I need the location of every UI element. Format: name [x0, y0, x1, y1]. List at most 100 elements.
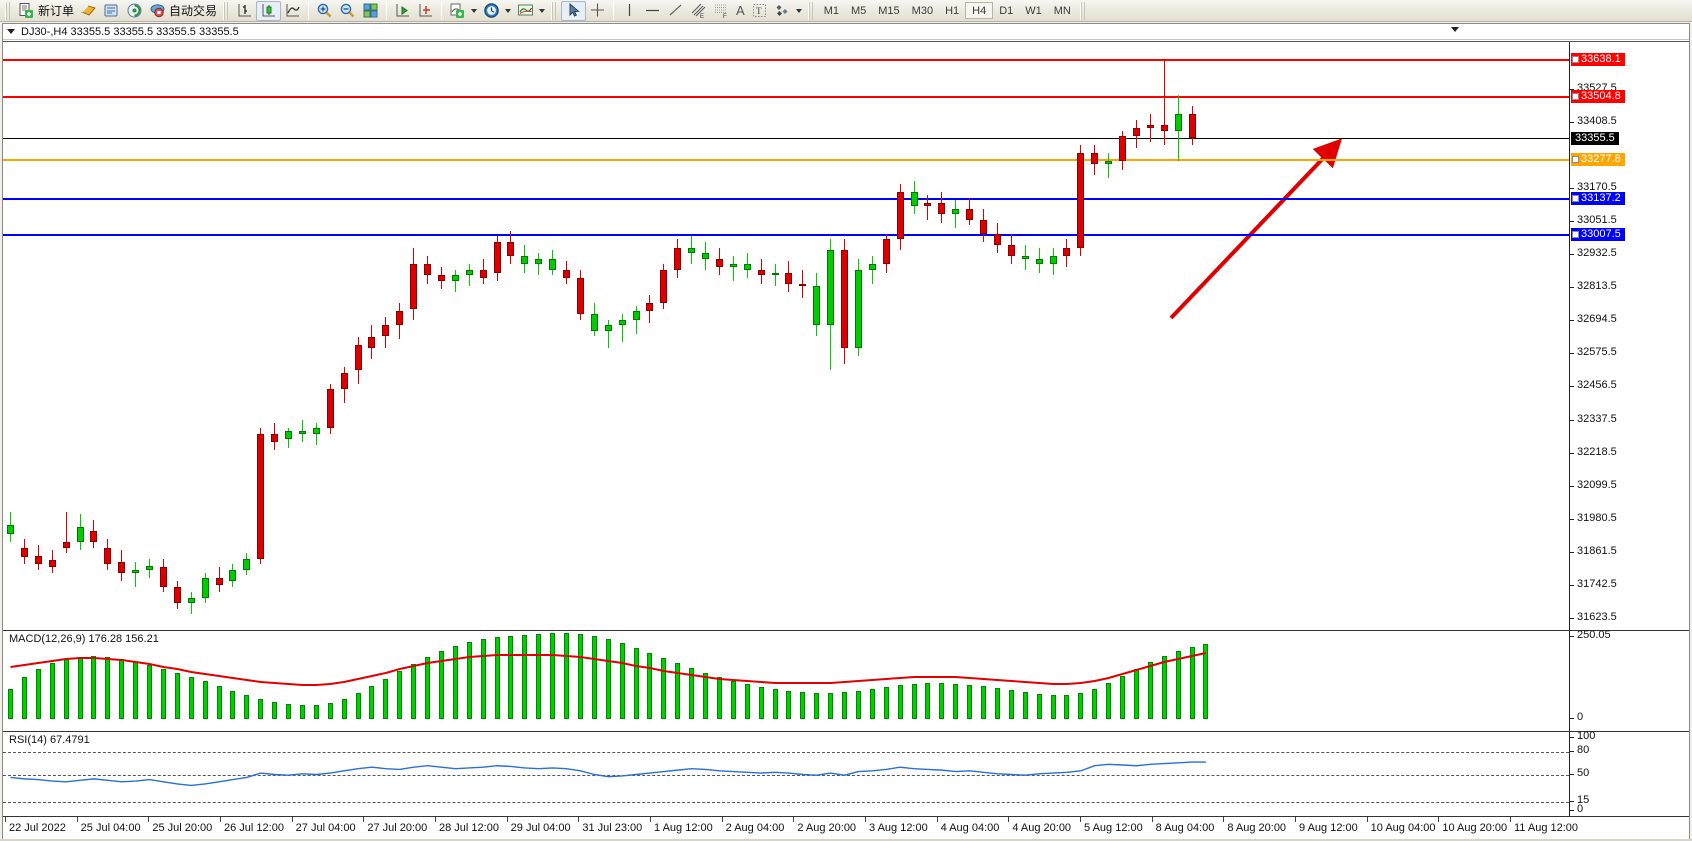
trendline-button[interactable] — [664, 1, 687, 21]
support-level-2[interactable] — [3, 234, 1569, 237]
candle-wick — [135, 561, 137, 587]
toolbar-grip[interactable] — [5, 1, 12, 20]
timeframe-m5[interactable]: M5 — [850, 4, 867, 17]
timeframe-m15[interactable]: M15 — [878, 4, 900, 17]
level-value: 33638.1 — [1581, 53, 1621, 66]
toolbar-grip-2[interactable] — [223, 1, 231, 20]
timeframe-h1[interactable]: H1 — [945, 4, 960, 17]
timeframe-d1[interactable]: D1 — [999, 4, 1014, 17]
indicators-chevron-down-icon[interactable] — [471, 8, 478, 13]
macd-pane[interactable]: MACD(12,26,9) 176.28 156.21 250.05 0 — [3, 629, 1689, 731]
tile-windows-icon — [362, 2, 379, 19]
equidistant-channel-button[interactable]: E — [687, 1, 710, 21]
timeframe-w1[interactable]: W1 — [1025, 4, 1042, 17]
auto-scroll-button[interactable] — [391, 1, 414, 21]
resistance-level-3-tag[interactable]: 33504.8 — [1571, 90, 1625, 104]
candlestick-chart-button[interactable] — [256, 0, 282, 21]
horizontal-line-button[interactable] — [641, 1, 664, 21]
equidistant-channel-icon: E — [690, 2, 707, 20]
timeframe-mn[interactable]: MN — [1053, 4, 1071, 17]
templates-button[interactable] — [514, 1, 548, 21]
zoom-in-button[interactable] — [313, 1, 336, 21]
candle-wick — [1163, 58, 1165, 145]
resistance-level-1-tag[interactable]: 33638.1 — [1571, 53, 1625, 67]
time-tick — [721, 817, 723, 822]
candle-body — [966, 208, 974, 220]
tile-windows-button[interactable] — [359, 1, 382, 21]
cursor-button[interactable] — [561, 0, 587, 21]
new-order-button[interactable]: 新订单 — [15, 1, 77, 21]
macd-histogram-bar — [355, 693, 361, 719]
shapes-button[interactable] — [771, 1, 805, 21]
candle-body — [618, 319, 626, 326]
candle-body — [298, 430, 306, 434]
rsi-axis[interactable]: 100 80 50 15 0 — [1569, 730, 1689, 816]
level-handle[interactable] — [1572, 93, 1579, 101]
zoom-in-icon — [316, 2, 333, 19]
templates-chevron-down-icon[interactable] — [539, 8, 546, 13]
price-axis[interactable]: 33408.5 33170.5 33051.5 32932.5 32813.5 32694… — [1569, 42, 1689, 630]
level-handle[interactable] — [1572, 195, 1579, 203]
expert-advisors-button[interactable] — [77, 1, 100, 21]
price-plot-area[interactable] — [3, 42, 1569, 630]
zoom-out-button[interactable] — [336, 1, 359, 21]
chart-menu-chevron-down-icon[interactable] — [7, 29, 15, 34]
support-level-2-tag[interactable]: 33007.5 — [1571, 228, 1625, 242]
market-watch-button[interactable] — [123, 1, 146, 21]
rsi-pane[interactable]: RSI(14) 67.4791 100 80 50 15 0 — [3, 730, 1689, 816]
periods-chevron-down-icon[interactable] — [505, 8, 512, 13]
rsi-plot-area[interactable] — [3, 732, 1569, 816]
time-axis[interactable]: 22 Jul 2022 25 Jul 04:00 25 Jul 20:00 26 Ju… — [3, 816, 1689, 839]
toolbar-grip-4[interactable] — [807, 1, 815, 20]
time-tick — [1223, 817, 1225, 822]
periods-button[interactable] — [480, 1, 514, 21]
autotrading-button[interactable]: 自动交易 — [146, 1, 220, 21]
toolbar-grip-5[interactable] — [1079, 1, 1087, 20]
line-chart-button[interactable] — [281, 1, 304, 21]
level-handle[interactable] — [1572, 231, 1579, 239]
resistance-level-3[interactable] — [3, 96, 1569, 99]
timeframe-m30[interactable]: M30 — [911, 4, 934, 17]
crosshair-button[interactable] — [586, 1, 609, 21]
level-handle[interactable] — [1572, 156, 1579, 164]
candle-body — [1119, 136, 1126, 162]
candle-wick — [635, 305, 637, 334]
candle-body — [1021, 255, 1029, 259]
candle-body — [229, 569, 237, 581]
price-pane[interactable]: 33408.5 33170.5 33051.5 32932.5 32813.5 32694… — [3, 41, 1689, 630]
resistance-level-1[interactable] — [3, 59, 1569, 62]
timeframe-h4[interactable]: H4 — [965, 2, 994, 19]
level-handle[interactable] — [1572, 56, 1579, 64]
candle-body — [743, 264, 751, 270]
pivot-level-tag[interactable]: 33277.8 — [1571, 153, 1625, 167]
text-label-button[interactable]: T — [748, 1, 771, 21]
toolbar-grip-3[interactable] — [551, 1, 559, 20]
terminal-button[interactable] — [100, 1, 123, 21]
macd-axis[interactable]: 250.05 0 — [1569, 629, 1689, 731]
macd-histogram-bar — [244, 695, 250, 719]
support-level-1[interactable] — [3, 198, 1569, 201]
candle-body — [604, 325, 612, 331]
vertical-line-button[interactable] — [618, 1, 641, 21]
macd-histogram-bar — [647, 653, 653, 719]
collapse-chevron-down-icon[interactable] — [1451, 27, 1459, 32]
bar-chart-button[interactable] — [233, 1, 256, 21]
timeframe-m1[interactable]: M1 — [823, 4, 839, 17]
time-tick — [1366, 817, 1368, 822]
text-icon: A — [736, 3, 745, 18]
macd-histogram-bar — [508, 636, 514, 719]
candle-wick — [468, 264, 470, 287]
last-price-level-tag[interactable]: 33355.5 — [1571, 131, 1619, 145]
support-level-1-tag[interactable]: 33137.2 — [1571, 192, 1625, 206]
indicators-button[interactable] — [446, 1, 480, 21]
macd-plot-area[interactable] — [3, 631, 1569, 731]
time-tick — [1008, 817, 1010, 822]
shapes-chevron-down-icon[interactable] — [795, 8, 802, 13]
pivot-level[interactable] — [3, 159, 1569, 162]
chart-shift-button[interactable] — [414, 1, 437, 21]
level-value: 33007.5 — [1581, 228, 1621, 241]
text-button[interactable]: A — [733, 1, 748, 21]
last-price-level[interactable] — [3, 137, 1569, 139]
candle-body — [896, 192, 904, 240]
fibonacci-button[interactable]: F — [710, 1, 733, 21]
